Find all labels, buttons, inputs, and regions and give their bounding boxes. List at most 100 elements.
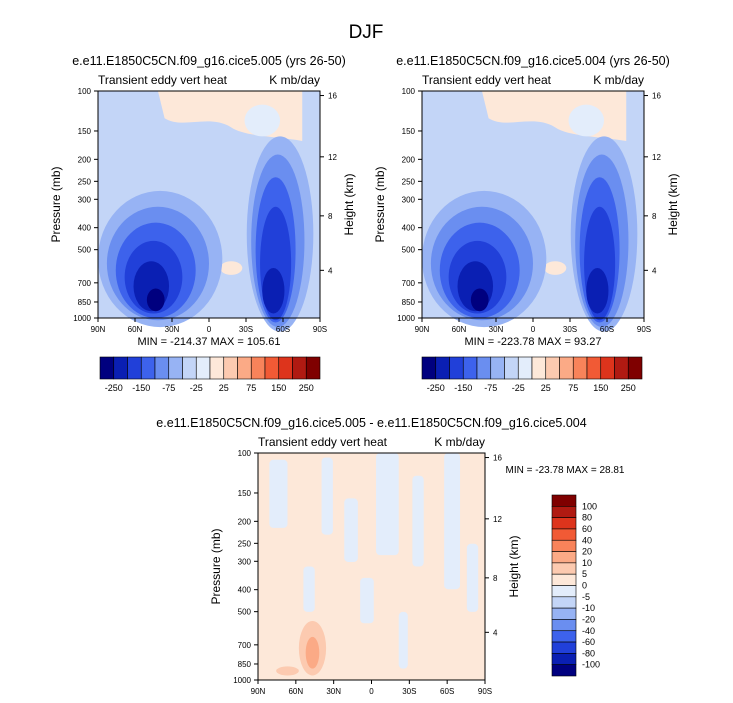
colorbar-label: 20 [582, 547, 592, 557]
panel-2: e.e11.E1850C5CN.f09_g16.cice5.004 (yrs 2… [373, 54, 680, 348]
colorbar-label: -75 [484, 383, 497, 393]
colorbar-swatch [551, 562, 577, 575]
positive-contour-3 [276, 666, 299, 676]
y-tick-label: 250 [78, 177, 92, 186]
x-tick-label: 60N [452, 325, 467, 334]
colorbar-label: 75 [568, 383, 578, 393]
negative-contour [466, 543, 479, 612]
colorbar-swatch [476, 356, 492, 380]
x-tick-label: 90S [313, 325, 327, 334]
y-tick-label: 1000 [397, 314, 415, 323]
y-tick-right-label: 16 [493, 454, 502, 463]
nh-contour-6 [146, 288, 165, 312]
y-axis-right-title: Height (km) [342, 173, 356, 235]
colorbar-label: -150 [454, 383, 472, 393]
colorbar-swatch [531, 356, 547, 380]
colorbar-label: 25 [541, 383, 551, 393]
colorbar-label: -80 [582, 648, 595, 658]
colorbar-swatch [264, 356, 280, 380]
colorbar-swatch [551, 528, 577, 541]
y-tick-label: 850 [238, 660, 252, 669]
negative-contour [344, 498, 358, 562]
y-tick-label: 300 [78, 195, 92, 204]
colorbar-swatch [517, 356, 533, 380]
colorbar-label: 150 [271, 383, 286, 393]
colorbar-label: -10 [582, 603, 595, 613]
colorbar-label: -25 [190, 383, 203, 393]
y-tick-right-label: 4 [328, 266, 333, 275]
y-tick-label: 500 [402, 246, 416, 255]
colorbar-label: 5 [582, 569, 587, 579]
y-tick-label: 200 [78, 155, 92, 164]
colorbar-label: 250 [299, 383, 314, 393]
x-tick-label: 30S [402, 687, 416, 696]
sh-contour-5 [262, 268, 285, 314]
colorbar-label: 75 [246, 383, 256, 393]
colorbar-swatch [545, 356, 560, 380]
min-max-stats: MIN = -214.37 MAX = 105.61 [137, 336, 280, 348]
x-tick-label: 30N [165, 325, 180, 334]
warm-contour-tropics [220, 261, 243, 275]
y-tick-right-label: 16 [328, 92, 337, 101]
warm-contour-tropics [544, 261, 567, 275]
colorbar-swatch [305, 356, 321, 380]
colorbar-swatch [551, 630, 577, 643]
y-tick-label: 700 [238, 641, 252, 650]
negative-contour [398, 611, 408, 669]
y-tick-label: 200 [238, 517, 252, 526]
colorbar-swatch [223, 356, 238, 380]
y-tick-right-label: 4 [493, 628, 498, 637]
y-tick-right-label: 8 [652, 212, 657, 221]
negative-contour [360, 577, 374, 624]
y-tick-right-label: 8 [328, 212, 333, 221]
colorbar-label: -60 [582, 637, 595, 647]
y-tick-label: 1000 [233, 676, 251, 685]
neutral-contour-upper [244, 104, 281, 137]
y-tick-right-label: 16 [652, 92, 661, 101]
y-tick-label: 100 [238, 449, 252, 458]
panel-1: e.e11.E1850C5CN.f09_g16.cice5.005 (yrs 2… [49, 54, 356, 348]
y-tick-label: 700 [402, 279, 416, 288]
negative-contour [303, 566, 315, 612]
colorbar-label: 100 [582, 501, 597, 511]
colorbar-swatch [127, 356, 142, 380]
panel-title: e.e11.E1850C5CN.f09_g16.cice5.004 (yrs 2… [396, 54, 670, 68]
y-tick-right-label: 12 [328, 153, 337, 162]
y-tick-label: 100 [402, 87, 416, 96]
right-label: K mb/day [269, 73, 320, 87]
negative-contour [444, 453, 461, 590]
y-tick-label: 400 [78, 224, 92, 233]
y-tick-label: 150 [78, 127, 92, 136]
figure-title: DJF [349, 22, 384, 43]
x-tick-label: 60S [440, 687, 454, 696]
colorbar-swatch [99, 356, 115, 380]
negative-contour [269, 459, 288, 528]
colorbar-swatch [551, 596, 577, 609]
colorbar-label: -100 [582, 660, 600, 670]
y-tick-label: 850 [78, 298, 92, 307]
colorbar-swatch [551, 573, 577, 586]
colorbar-label: 25 [219, 383, 229, 393]
colorbar-label: -250 [105, 383, 123, 393]
colorbar-swatch [551, 619, 577, 632]
x-tick-label: 30N [489, 325, 504, 334]
x-tick-label: 60S [276, 325, 290, 334]
x-tick-label: 90S [637, 325, 651, 334]
x-tick-label: 60N [288, 687, 303, 696]
contour-field [98, 91, 320, 332]
negative-contour [321, 457, 333, 535]
colorbar-swatch [586, 356, 602, 380]
colorbar-swatch [551, 551, 577, 564]
colorbar-swatch [154, 356, 170, 380]
right-label: K mb/day [434, 435, 485, 449]
colorbar-label: 150 [593, 383, 608, 393]
y-tick-label: 300 [402, 195, 416, 204]
y-tick-label: 300 [238, 557, 252, 566]
x-tick-label: 90N [91, 325, 106, 334]
colorbar-swatch [551, 585, 577, 598]
left-label: Transient eddy vert heat [422, 73, 552, 87]
colorbar-swatch [559, 356, 574, 380]
positive-contour-2 [305, 636, 320, 669]
panel-title: e.e11.E1850C5CN.f09_g16.cice5.005 (yrs 2… [72, 54, 346, 68]
